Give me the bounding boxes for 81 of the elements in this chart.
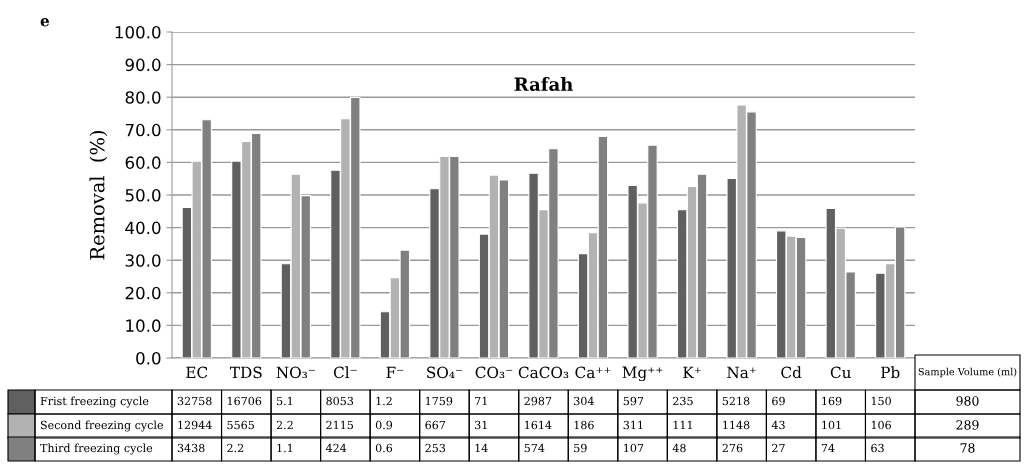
- x-tick-label: K⁺: [683, 366, 701, 378]
- text: 74: [821, 443, 835, 453]
- text: 2987: [524, 396, 552, 406]
- text: 69: [772, 396, 785, 406]
- text: 276: [722, 443, 743, 453]
- x-tick-label: TDS: [230, 366, 262, 379]
- text: 43: [771, 420, 785, 430]
- text: 424: [325, 443, 347, 453]
- text: 2115: [326, 420, 354, 430]
- text: 2.2: [276, 420, 293, 430]
- legend-label: Third freezing cycle: [40, 443, 153, 455]
- text: 106: [871, 420, 891, 430]
- text: 1614: [525, 420, 552, 430]
- text: 311: [623, 420, 643, 430]
- x-tick-label: F⁻: [386, 366, 404, 378]
- text: 1148: [723, 420, 750, 430]
- text: e: [40, 18, 50, 27]
- x-tick-label: NO₃⁻: [276, 366, 315, 379]
- y-tick-label: 40.0: [125, 221, 161, 235]
- text: 2.2: [227, 443, 244, 453]
- text: 78: [960, 443, 975, 453]
- x-tick-label: EC: [186, 366, 208, 379]
- text: 235: [673, 396, 693, 406]
- y-tick-label: 60.0: [125, 156, 161, 169]
- text: 31: [475, 420, 487, 430]
- legend-label: Frist freezing cycle: [40, 396, 149, 408]
- x-tick-label: Mg⁺⁺: [622, 366, 663, 382]
- text: 1.1: [277, 443, 293, 453]
- text: 101: [822, 420, 841, 430]
- text: 0.9: [375, 420, 393, 430]
- text: 3438: [177, 443, 205, 453]
- text: 32758: [177, 396, 212, 406]
- text: 597: [623, 396, 644, 406]
- y-tick-label: 20.0: [125, 286, 161, 300]
- y-tick-label: 50.0: [125, 188, 161, 202]
- legend-label: Second freezing cycle: [40, 420, 163, 432]
- y-tick-label: 0.0: [136, 351, 161, 365]
- x-tick-label: Cl⁻: [333, 366, 357, 379]
- text: 1.2: [376, 396, 392, 406]
- text: Rafah: [514, 77, 573, 92]
- x-tick-label: CaCO₃: [518, 366, 569, 379]
- y-tick-label: 80.0: [125, 91, 161, 104]
- text: 304: [574, 396, 594, 406]
- text: 14: [475, 443, 488, 453]
- x-tick-label: Cu: [830, 366, 851, 379]
- text: 48: [672, 443, 686, 453]
- text: 111: [673, 420, 692, 430]
- text: 107: [624, 443, 644, 453]
- text: 1759: [426, 396, 453, 406]
- x-tick-label: CO₃⁻: [475, 366, 513, 379]
- y-tick-label: 70.0: [125, 123, 161, 137]
- y-tick-label: 100.0: [115, 25, 161, 39]
- x-tick-label: Ca⁺⁺: [575, 366, 611, 379]
- text: 253: [425, 443, 446, 453]
- text: 169: [822, 396, 842, 406]
- text: 16706: [227, 396, 262, 406]
- text: 27: [772, 443, 785, 453]
- text: 150: [871, 396, 891, 406]
- text: 5.1: [277, 396, 293, 406]
- x-tick-label: Cd: [781, 366, 802, 379]
- y-tick-label: 10.0: [126, 319, 161, 332]
- text: 667: [425, 420, 446, 430]
- text: 71: [475, 396, 487, 406]
- text: 63: [871, 443, 884, 453]
- text: 59: [574, 443, 587, 453]
- text: 980: [956, 396, 979, 406]
- y-axis-title: Removal (%): [89, 130, 108, 260]
- text: 8053: [326, 396, 354, 406]
- text: 0.6: [375, 443, 393, 453]
- text: 574: [524, 443, 545, 453]
- text: 5218: [722, 396, 750, 406]
- x-tick-label: Na⁺: [727, 366, 756, 379]
- text: 289: [956, 420, 979, 430]
- y-tick-label: 30.0: [125, 254, 161, 267]
- x-tick-label: Pb: [881, 366, 900, 379]
- text: 12944: [178, 420, 212, 430]
- text: Sample Volume (ml): [918, 367, 1017, 378]
- x-tick-label: SO₄⁻: [427, 366, 462, 379]
- text: 5565: [227, 420, 254, 430]
- text: 186: [574, 420, 594, 430]
- y-tick-label: 90.0: [125, 58, 161, 72]
